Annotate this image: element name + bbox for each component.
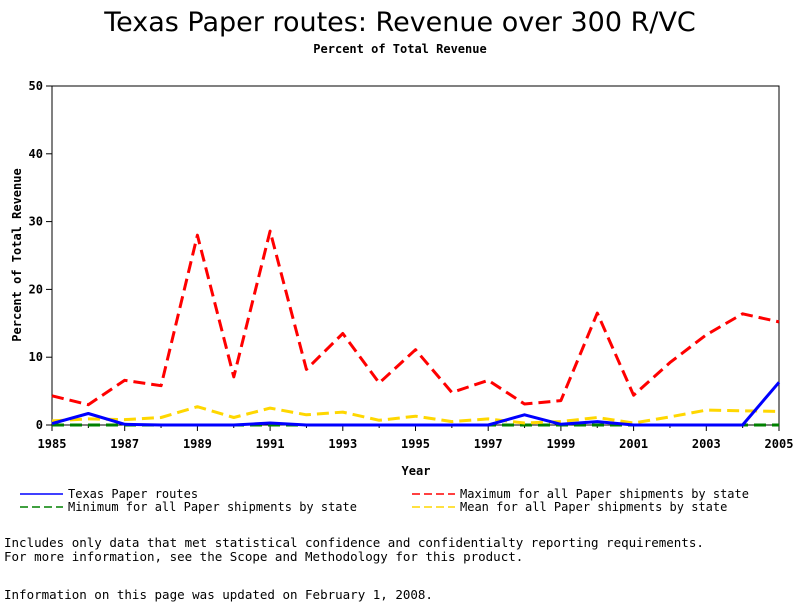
y-axis-label: Percent of Total Revenue (10, 168, 24, 341)
x-axis-label: Year (402, 464, 431, 478)
plot-area (51, 85, 780, 426)
y-tick-label: 50 (29, 79, 43, 93)
x-tick-label: 1989 (183, 437, 212, 451)
x-tick-label: 1999 (546, 437, 575, 451)
series-line-1 (51, 229, 780, 407)
footnote-methodology: For more information, see the Scope and … (4, 549, 524, 564)
x-tick-label: 2005 (765, 437, 794, 451)
legend-label-2: Minimum for all Paper shipments by state (68, 500, 357, 514)
legend-label-1: Maximum for all Paper shipments by state (460, 487, 749, 501)
footnote-confidence: Includes only data that met statistical … (4, 535, 704, 550)
x-tick-label: 1993 (328, 437, 357, 451)
x-tick-label: 1991 (256, 437, 285, 451)
y-tick-label: 0 (36, 418, 43, 432)
y-axis: 0 10 20 30 40 50 (29, 79, 52, 432)
y-tick-label: 10 (29, 350, 43, 364)
y-tick-label: 40 (29, 147, 43, 161)
chart-title: Texas Paper routes: Revenue over 300 R/V… (103, 7, 696, 38)
y-tick-label: 20 (29, 282, 43, 296)
legend-label-0: Texas Paper routes (68, 487, 198, 501)
x-axis: 1985 1987 1989 1991 1993 1995 1997 1999 2001 2003… (38, 425, 794, 451)
x-tick-label: 1985 (38, 437, 67, 451)
series-line-0 (51, 381, 781, 427)
x-tick-label: 1997 (474, 437, 503, 451)
legend-label-3: Mean for all Paper shipments by state (460, 500, 727, 514)
chart-subtitle: Percent of Total Revenue (313, 42, 486, 56)
x-tick-label: 2003 (692, 437, 721, 451)
x-tick-label: 2001 (619, 437, 648, 451)
x-tick-label: 1995 (401, 437, 430, 451)
legend: Texas Paper routes Maximum for all Paper … (20, 487, 749, 514)
series-layer (51, 229, 781, 427)
footnote-updated: Information on this page was updated on … (4, 587, 433, 602)
y-tick-label: 30 (29, 215, 43, 229)
series-line-3 (51, 405, 780, 425)
x-tick-label: 1987 (110, 437, 139, 451)
